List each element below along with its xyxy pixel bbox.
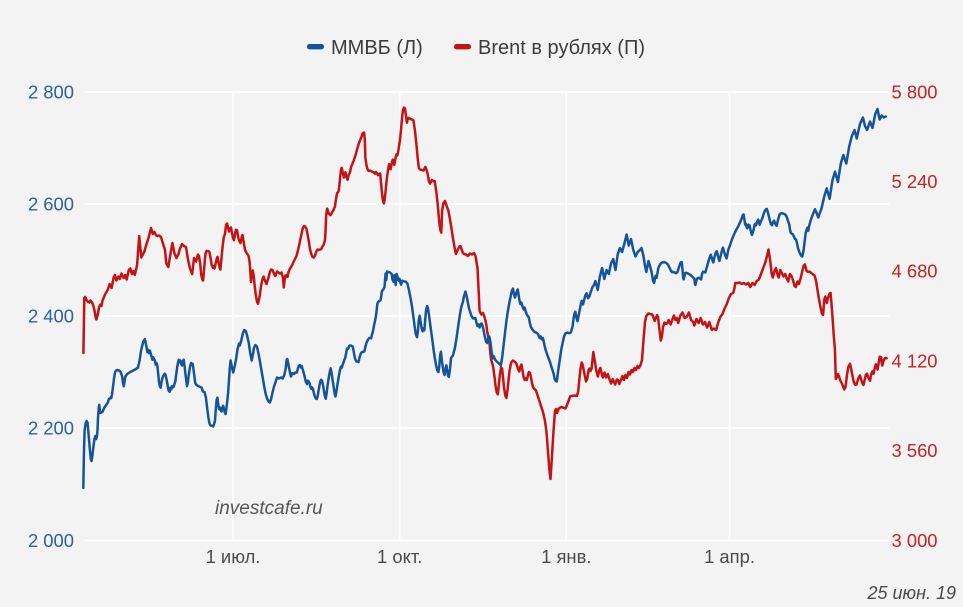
svg-text:1 апр.: 1 апр. (704, 546, 755, 567)
svg-text:5 800: 5 800 (892, 81, 938, 102)
svg-text:2 600: 2 600 (28, 193, 74, 214)
svg-text:Brent в рублях (П): Brent в рублях (П) (478, 37, 645, 59)
svg-text:2 400: 2 400 (28, 305, 74, 326)
svg-text:2 200: 2 200 (28, 417, 74, 438)
svg-text:2 000: 2 000 (28, 530, 74, 551)
svg-text:1 июл.: 1 июл. (206, 546, 261, 567)
svg-text:investcafe.ru: investcafe.ru (215, 498, 323, 519)
svg-text:3 000: 3 000 (892, 530, 938, 551)
svg-text:4 120: 4 120 (892, 350, 938, 371)
svg-text:4 680: 4 680 (892, 261, 938, 282)
svg-text:25 июн. 19: 25 июн. 19 (867, 583, 957, 603)
svg-text:2 800: 2 800 (28, 81, 74, 102)
svg-text:5 240: 5 240 (892, 171, 938, 192)
svg-text:ММВБ (Л): ММВБ (Л) (331, 37, 423, 59)
svg-text:3 560: 3 560 (892, 440, 938, 461)
svg-text:1 окт.: 1 окт. (377, 546, 422, 567)
svg-text:1 янв.: 1 янв. (541, 546, 591, 567)
